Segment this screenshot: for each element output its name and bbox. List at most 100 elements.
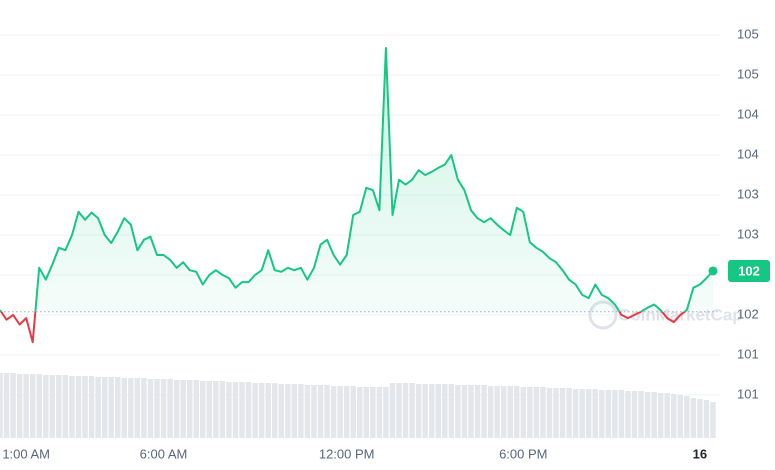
volume-bar — [644, 392, 651, 438]
volume-bar — [389, 383, 396, 438]
volume-bar — [396, 383, 402, 438]
volume-bar — [167, 379, 173, 438]
volume-bar — [651, 392, 657, 438]
volume-bar — [631, 391, 638, 438]
volume-bar — [487, 386, 494, 438]
volume — [0, 373, 716, 438]
volume-bar — [442, 384, 448, 438]
volume-bar — [180, 380, 186, 438]
volume-bar — [481, 385, 487, 438]
volume-bar — [337, 386, 343, 438]
volume-bar — [128, 378, 134, 438]
volume-bar — [435, 384, 442, 438]
x-tick-label: 1:00 AM — [2, 446, 50, 461]
volume-bar — [618, 390, 625, 438]
volume-bar — [69, 376, 75, 438]
volume-bar — [343, 386, 350, 438]
volume-bar — [3, 373, 10, 438]
volume-bar — [657, 393, 664, 438]
volume-bar — [186, 380, 193, 438]
y-tick-label: 105 — [737, 27, 759, 42]
volume-bar — [703, 400, 710, 438]
volume-bar — [494, 386, 500, 438]
volume-bar — [625, 391, 631, 438]
volume-bar — [304, 385, 311, 438]
x-tick-label: 6:00 PM — [499, 446, 547, 461]
volume-bar — [141, 378, 147, 438]
volume-bar — [363, 387, 370, 438]
volume-bar — [684, 396, 690, 438]
x-tick-label: 6:00 AM — [140, 446, 188, 461]
x-tick-label: 12:00 PM — [319, 446, 375, 461]
volume-bar — [455, 385, 461, 438]
volume-bar — [16, 374, 23, 438]
volume-bar — [232, 382, 239, 438]
volume-bar — [75, 376, 82, 438]
y-tick-label: 104 — [737, 146, 759, 161]
volume-bar — [239, 382, 245, 438]
volume-bar — [664, 393, 670, 438]
volume-bar — [612, 390, 618, 438]
volume-bar — [553, 388, 559, 438]
volume-bar — [383, 387, 389, 438]
volume-bar — [566, 388, 572, 438]
volume-bar — [10, 373, 16, 438]
x-tick-label: 16 — [693, 446, 707, 461]
volume-bar — [206, 381, 213, 438]
price-area — [0, 48, 713, 312]
volume-bar — [422, 384, 428, 438]
volume-bar — [605, 390, 612, 438]
volume-bar — [95, 377, 101, 438]
y-tick-label: 102 — [737, 306, 759, 321]
plot — [0, 47, 720, 344]
volume-bar — [265, 383, 271, 438]
y-tick-label: 104 — [737, 107, 759, 122]
volume-bar — [514, 386, 520, 438]
volume-bar — [154, 379, 160, 438]
volume-bar — [357, 387, 363, 438]
volume-bar — [572, 389, 579, 438]
volume-bar — [710, 402, 716, 438]
volume-bar — [43, 375, 49, 438]
volume-bar — [29, 374, 36, 438]
volume-bar — [23, 374, 29, 438]
volume-bar — [533, 387, 540, 438]
volume-bar — [527, 387, 533, 438]
volume-bar — [585, 389, 592, 438]
volume-bar — [121, 378, 128, 438]
volume-bar — [291, 384, 298, 438]
volume-bar — [56, 375, 62, 438]
volume-bar — [245, 382, 252, 438]
volume-bar — [324, 385, 330, 438]
volume-bar — [271, 383, 278, 438]
volume-bar — [147, 379, 154, 438]
volume-bar — [298, 384, 304, 438]
volume-bar — [36, 374, 42, 438]
volume-bar — [468, 385, 474, 438]
volume-bar — [540, 387, 546, 438]
volume-bar — [0, 373, 3, 438]
volume-bar — [500, 386, 507, 438]
volume-bar — [311, 385, 317, 438]
volume-bar — [671, 394, 677, 438]
volume-bar — [428, 384, 435, 438]
volume-bar — [474, 385, 481, 438]
volume-bar — [697, 399, 703, 438]
volume-bar — [520, 387, 527, 438]
volume-bar — [690, 398, 697, 438]
volume-bar — [200, 381, 206, 438]
y-tick-label: 101 — [737, 386, 759, 401]
volume-bar — [415, 384, 422, 438]
volume-bar — [278, 384, 285, 438]
volume-bar — [461, 385, 468, 438]
volume-bar — [160, 379, 167, 438]
volume-bar — [638, 391, 644, 438]
volume-bar — [285, 384, 291, 438]
volume-bar — [507, 386, 513, 438]
volume-bar — [376, 387, 383, 438]
volume-bar — [350, 386, 356, 438]
volume-bar — [226, 382, 232, 438]
volume-bar — [101, 377, 108, 438]
volume-bar — [330, 386, 337, 438]
